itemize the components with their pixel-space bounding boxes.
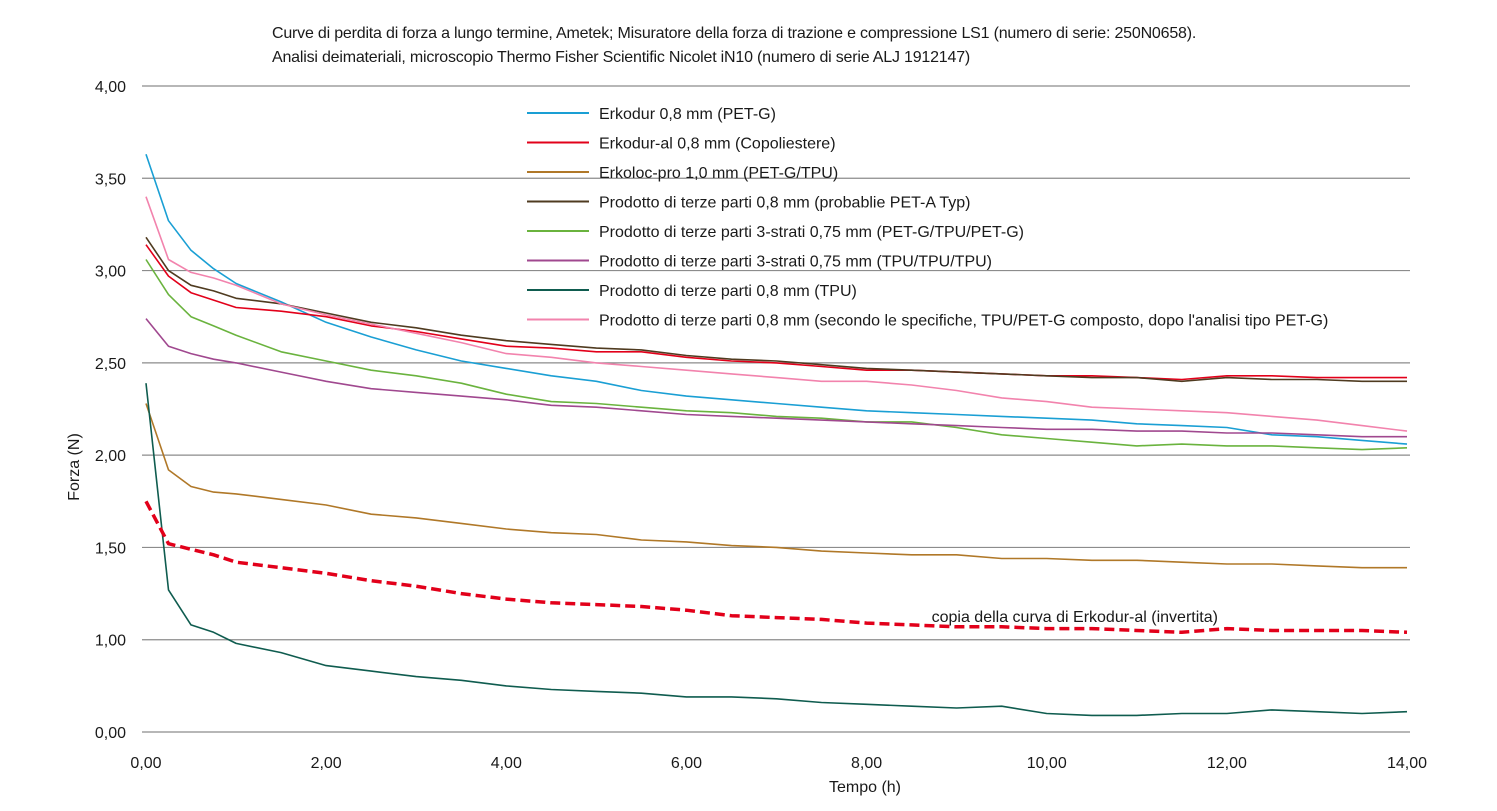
- y-tick-label: 4,00: [95, 79, 126, 96]
- y-tick-label: 0,00: [95, 725, 126, 742]
- series-line-8: [144, 500, 1408, 635]
- y-tick-label: 2,00: [95, 448, 126, 465]
- legend-label: Erkoloc-pro 1,0 mm (PET-G/TPU): [599, 165, 838, 182]
- x-tick-label: 14,00: [1387, 755, 1427, 772]
- y-tick-label: 1,00: [95, 633, 126, 650]
- legend-label: Prodotto di terze parti 0,8 mm (probabli…: [599, 195, 970, 212]
- series-line-2: [145, 403, 1407, 569]
- x-tick-label: 6,00: [671, 755, 702, 772]
- y-tick-label: 1,50: [95, 540, 126, 557]
- chart-title-line-2: Analisi deimateriali, microscopio Thermo…: [272, 49, 971, 66]
- x-tick-label: 4,00: [491, 755, 522, 772]
- series-line-7: [145, 196, 1408, 432]
- series-lines: [144, 154, 1408, 717]
- y-tick-label: 3,00: [95, 264, 126, 281]
- legend-label: Erkodur 0,8 mm (PET-G): [599, 106, 776, 123]
- annotation-label: copia della curva di Erkodur-al (inverti…: [932, 609, 1218, 626]
- x-tick-label: 2,00: [311, 755, 342, 772]
- y-axis-ticks: 0,00 1,00 1,50 2,00 2,50 3,00 3,50 4,00: [95, 79, 126, 742]
- legend-label: Prodotto di terze parti 3-strati 0,75 mm…: [599, 254, 992, 271]
- chart-title: Curve di perdita di forza a lungo termin…: [272, 22, 1196, 70]
- y-tick-label: 3,50: [95, 171, 126, 188]
- x-tick-label: 8,00: [851, 755, 882, 772]
- series-line-0: [145, 154, 1408, 445]
- x-tick-label: 12,00: [1207, 755, 1247, 772]
- legend-label: Prodotto di terze parti 0,8 mm (TPU): [599, 283, 857, 300]
- legend-label: Prodotto di terze parti 0,8 mm (secondo …: [599, 313, 1328, 330]
- legend: Erkodur 0,8 mm (PET-G) Erkodur-al 0,8 mm …: [527, 106, 1328, 330]
- series-line-6: [145, 383, 1408, 717]
- series-line-1: [145, 244, 1407, 381]
- x-axis-label: Tempo (h): [829, 779, 901, 796]
- y-axis-label: Forza (N): [66, 433, 83, 501]
- series-line-4: [145, 259, 1408, 451]
- grid-lines: [142, 85, 1410, 733]
- x-axis-ticks: 0,00 2,00 4,00 6,00 8,00 10,00 12,00 14,00: [130, 755, 1427, 772]
- series-line-5: [145, 318, 1407, 438]
- x-tick-label: 10,00: [1027, 755, 1067, 772]
- chart-title-line-1: Curve di perdita di forza a lungo termin…: [272, 25, 1197, 42]
- x-tick-label: 0,00: [130, 755, 161, 772]
- legend-label: Prodotto di terze parti 3-strati 0,75 mm…: [599, 224, 1024, 241]
- legend-label: Erkodur-al 0,8 mm (Copoliestere): [599, 136, 836, 153]
- y-tick-label: 2,50: [95, 356, 126, 373]
- annotations: copia della curva di Erkodur-al (inverti…: [932, 609, 1218, 626]
